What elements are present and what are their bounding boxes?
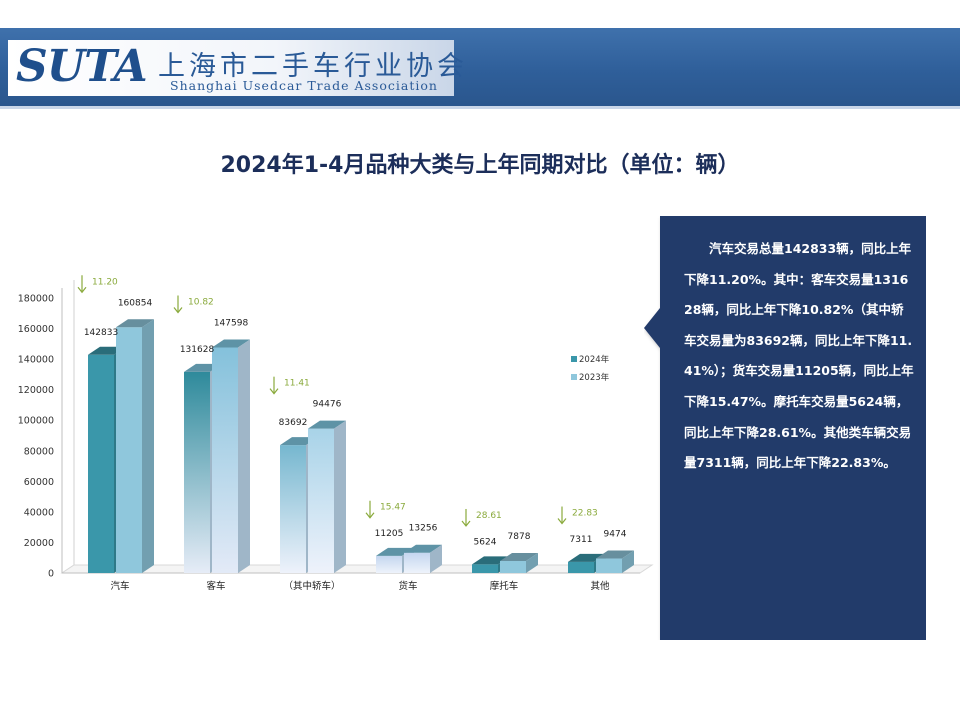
data-label-2024: 7311 <box>570 535 593 545</box>
data-label-2024: 11205 <box>375 529 404 539</box>
category-label: 其他 <box>590 580 610 592</box>
bar-2023 <box>500 552 538 573</box>
bar-2023 <box>116 319 154 573</box>
category-label: 汽车 <box>110 580 129 592</box>
legend-label: 2024年 <box>579 354 610 365</box>
data-label-2023: 13256 <box>409 524 438 534</box>
decline-arrow-icon <box>269 376 279 395</box>
data-label-2024: 83692 <box>279 418 308 428</box>
data-label-2023: 9474 <box>604 530 627 540</box>
y-tick-label: 100000 <box>18 416 54 427</box>
data-label-2023: 147598 <box>214 319 249 329</box>
y-tick-label: 80000 <box>24 446 54 457</box>
decline-label: 22.83 <box>572 509 598 519</box>
decline-label: 28.61 <box>476 511 502 521</box>
bar-2023 <box>212 339 250 573</box>
category-label: 客车 <box>206 580 225 592</box>
category-label: 摩托车 <box>490 580 519 592</box>
logo-suta: SUTA <box>16 41 148 92</box>
summary-text: 汽车交易总量142833辆，同比上年下降11.20%。其中：客车交易量13162… <box>684 241 914 471</box>
decline-label: 11.20 <box>92 277 118 287</box>
data-label-2024: 5624 <box>474 537 497 547</box>
association-name-en: Shanghai Usedcar Trade Association <box>170 78 438 93</box>
y-tick-label: 120000 <box>18 385 54 396</box>
callout-shape <box>644 216 926 640</box>
y-tick-label: 0 <box>48 569 54 580</box>
header-divider <box>0 106 960 109</box>
category-label: （其中轿车） <box>283 580 340 592</box>
legend-swatch <box>571 356 577 362</box>
category-label: 货车 <box>398 580 417 592</box>
y-tick-label: 140000 <box>18 355 54 366</box>
data-label-2023: 7878 <box>508 532 531 542</box>
bar-2023 <box>404 544 442 573</box>
chart-title: 2024年1-4月品种大类与上年同期对比（单位：辆） <box>220 153 740 178</box>
logo-panel <box>8 40 454 96</box>
decline-arrow-icon <box>173 295 183 314</box>
data-label-2023: 160854 <box>118 298 153 308</box>
legend-label: 2023年 <box>579 372 610 383</box>
bar-2023 <box>308 420 346 573</box>
legend-swatch <box>571 374 577 380</box>
bar-2023 <box>596 550 634 573</box>
summary-callout: 汽车交易总量142833辆，同比上年下降11.20%。其中：客车交易量13162… <box>644 216 926 640</box>
decline-arrow-icon <box>461 508 471 527</box>
data-label-2024: 142833 <box>84 328 118 338</box>
y-tick-label: 180000 <box>18 294 54 305</box>
decline-label: 10.82 <box>188 298 214 308</box>
decline-arrow-icon <box>557 506 567 525</box>
data-label-2024: 131628 <box>180 345 215 355</box>
y-tick-label: 40000 <box>24 507 54 518</box>
association-name-cn: 上海市二手车行业协会 <box>158 51 468 82</box>
chart-back-wall <box>61 280 75 574</box>
y-tick-label: 160000 <box>18 324 54 335</box>
y-tick-label: 60000 <box>24 477 54 488</box>
decline-arrow-icon <box>77 275 87 294</box>
legend: 2024年 2023年 <box>571 354 610 383</box>
decline-label: 11.41 <box>284 379 310 389</box>
y-tick-label: 20000 <box>24 538 54 549</box>
decline-arrow-icon <box>365 500 375 519</box>
data-label-2023: 94476 <box>313 400 342 410</box>
decline-label: 15.47 <box>380 503 406 513</box>
